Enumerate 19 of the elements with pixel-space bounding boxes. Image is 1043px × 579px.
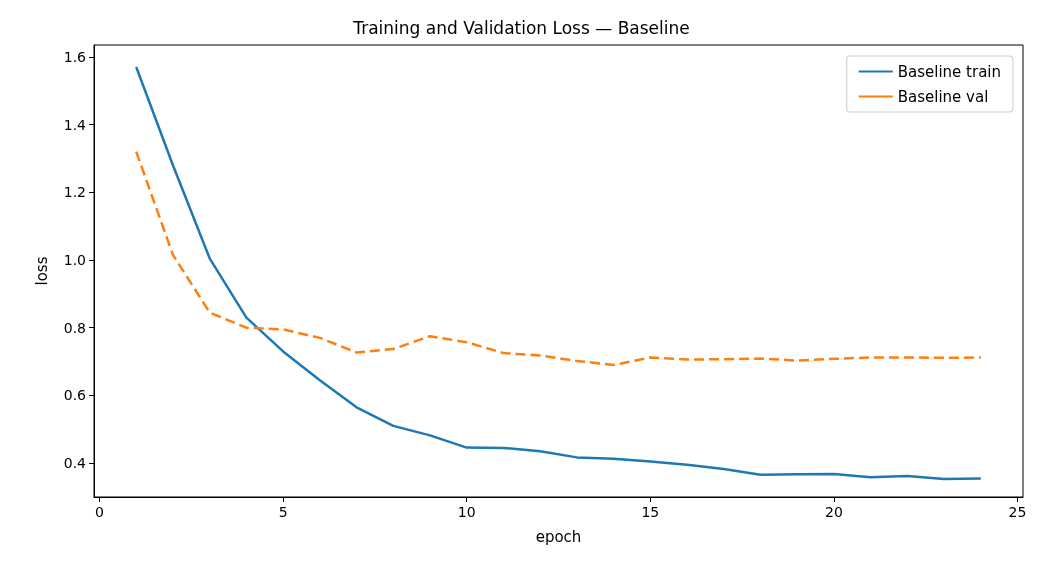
- y-tick-label: 1.4: [63, 116, 87, 133]
- x-tick-label: 5: [278, 504, 288, 520]
- y-axis-title: loss: [32, 256, 51, 286]
- x-tick-label: 10: [457, 504, 476, 520]
- x-tick-label: 20: [824, 504, 843, 520]
- y-tick-label: 0.8: [63, 319, 86, 336]
- y-tick-label: 1.0: [63, 252, 86, 268]
- line-series: [134, 150, 983, 367]
- x-tick-label: 25: [1008, 504, 1027, 520]
- legend-label: Baseline train: [897, 62, 1001, 81]
- y-tick-label: 0.6: [63, 387, 87, 404]
- x-tick-label: 0: [95, 504, 104, 520]
- y-tick-label: 1.6: [63, 48, 87, 65]
- x-axis-title: epoch: [535, 527, 582, 546]
- y-tick-label: 0.4: [63, 455, 87, 472]
- x-tick-label: 15: [641, 504, 660, 520]
- y-tick-label: 1.2: [63, 184, 86, 201]
- chart-title: Training and Validation Loss — Baseline: [352, 17, 690, 38]
- legend-label: Baseline val: [897, 87, 989, 106]
